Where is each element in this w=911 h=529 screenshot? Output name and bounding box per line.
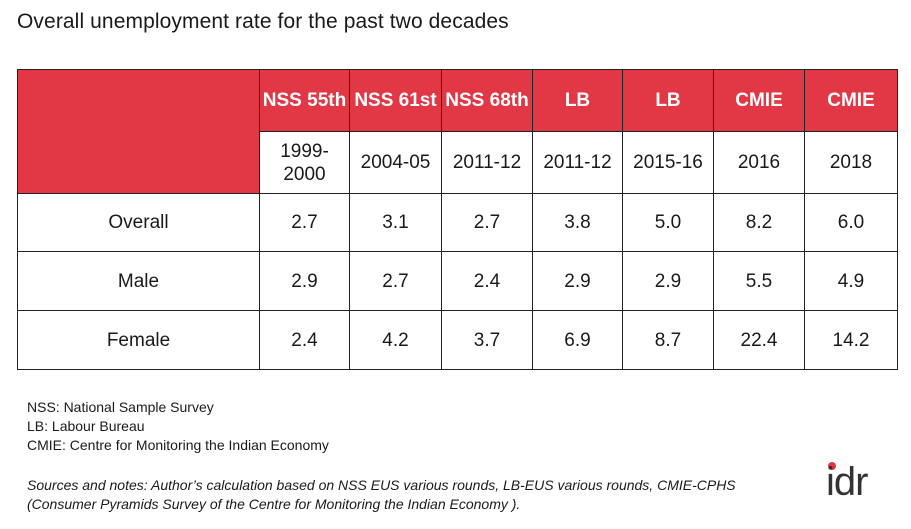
header-row-periods: 1999-2000 2004-05 2011-12 2011-12 2015-1… xyxy=(18,131,898,194)
table-cell: 6.9 xyxy=(532,310,623,370)
table-cell: 22.4 xyxy=(713,310,805,370)
abbreviation-notes: NSS: National Sample Survey LB: Labour B… xyxy=(27,398,329,455)
logo-dot xyxy=(828,462,836,470)
header-period: 2011-12 xyxy=(441,131,533,194)
header-corner xyxy=(17,69,260,194)
idr-logo: idr xyxy=(826,460,868,504)
table-cell: 2.9 xyxy=(259,251,350,311)
header-source: NSS 55th xyxy=(259,69,350,132)
header-source: CMIE xyxy=(713,69,805,132)
table-row: Overall 2.7 3.1 2.7 3.8 5.0 8.2 6.0 xyxy=(17,193,898,252)
note-line: LB: Labour Bureau xyxy=(27,418,145,434)
table-cell: 14.2 xyxy=(804,310,898,370)
row-label: Overall xyxy=(17,193,260,252)
header-period: 2004-05 xyxy=(349,131,442,194)
table-cell: 2.4 xyxy=(441,251,533,311)
table-cell: 2.9 xyxy=(622,251,714,311)
table-cell: 2.7 xyxy=(259,193,350,252)
table-cell: 8.2 xyxy=(713,193,805,252)
table-cell: 4.9 xyxy=(804,251,898,311)
header-period: 2011-12 xyxy=(532,131,623,194)
note-line: NSS: National Sample Survey xyxy=(27,399,214,415)
table-row: Male 2.9 2.7 2.4 2.9 2.9 5.5 4.9 xyxy=(17,251,898,311)
table-cell: 5.0 xyxy=(622,193,714,252)
header-period: 1999-2000 xyxy=(259,131,350,194)
table-cell: 3.8 xyxy=(532,193,623,252)
header-source: LB xyxy=(622,69,714,132)
note-line: CMIE: Centre for Monitoring the Indian E… xyxy=(27,437,329,453)
header-source: LB xyxy=(532,69,623,132)
table-cell: 2.7 xyxy=(441,193,533,252)
header-period: 2016 xyxy=(713,131,805,194)
header-row-sources: NSS 55th NSS 61st NSS 68th LB LB CMIE CM… xyxy=(17,69,898,194)
header-period: 2018 xyxy=(804,131,898,194)
source-note: Sources and notes: Author’s calculation … xyxy=(27,477,736,512)
unemployment-table: NSS 55th NSS 61st NSS 68th LB LB CMIE CM… xyxy=(17,69,898,370)
table-cell: 5.5 xyxy=(713,251,805,311)
table-cell: 2.7 xyxy=(349,251,442,311)
row-label: Female xyxy=(17,310,260,370)
row-label: Male xyxy=(17,251,260,311)
table-cell: 2.9 xyxy=(532,251,623,311)
header-source: NSS 61st xyxy=(349,69,442,132)
table-cell: 3.1 xyxy=(349,193,442,252)
table-cell: 2.4 xyxy=(259,310,350,370)
header-source: NSS 68th xyxy=(441,69,533,132)
table-row: Female 2.4 4.2 3.7 6.9 8.7 22.4 14.2 xyxy=(17,310,898,370)
table-cell: 8.7 xyxy=(622,310,714,370)
table-cell: 4.2 xyxy=(349,310,442,370)
page-title: Overall unemployment rate for the past t… xyxy=(17,10,509,33)
header-source: CMIE xyxy=(804,69,898,132)
header-period: 2015-16 xyxy=(622,131,714,194)
table-cell: 6.0 xyxy=(804,193,898,252)
table-cell: 3.7 xyxy=(441,310,533,370)
